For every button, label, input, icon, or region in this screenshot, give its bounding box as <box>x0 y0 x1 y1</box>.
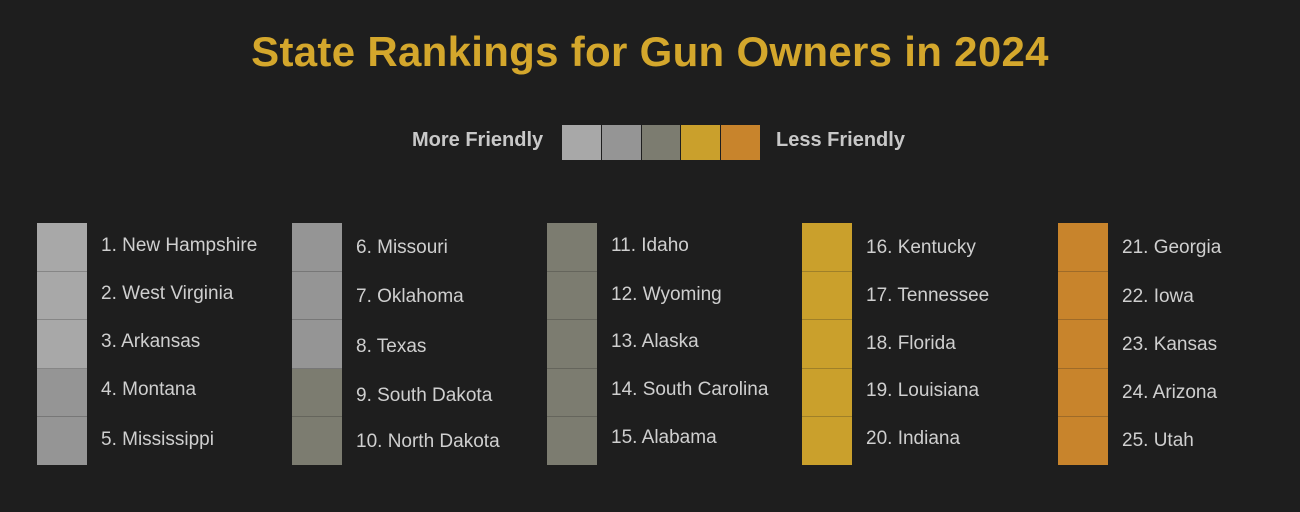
rank-color-block <box>1058 320 1108 369</box>
state-rank-label: 10. North Dakota <box>356 431 500 452</box>
rank-color-block <box>37 271 87 321</box>
state-rank-label: 13. Alaska <box>611 331 699 352</box>
rank-color-block <box>547 223 597 272</box>
legend-swatch-1 <box>562 125 602 160</box>
legend-color-scale <box>562 125 760 160</box>
rank-color-block <box>547 271 597 321</box>
state-rank-label: 3. Arkansas <box>101 331 201 352</box>
state-rank-label: 11. Idaho <box>611 235 689 256</box>
rank-color-block <box>802 368 852 418</box>
rank-color-block <box>1058 223 1108 272</box>
state-rank-label: 4. Montana <box>101 379 197 400</box>
state-rank-label: 19. Louisiana <box>866 380 980 401</box>
chart-title: State Rankings for Gun Owners in 2024 <box>251 28 1049 75</box>
rank-color-block <box>802 223 852 272</box>
legend-swatch-5 <box>721 125 760 160</box>
color-block-stack <box>37 223 87 465</box>
rank-color-block <box>802 320 852 369</box>
color-block-stack <box>292 223 342 465</box>
rank-color-block <box>1058 368 1108 418</box>
state-rank-label: 14. South Carolina <box>611 379 769 400</box>
state-rank-label: 22. Iowa <box>1122 286 1194 307</box>
state-rank-label: 18. Florida <box>866 333 956 354</box>
state-rank-label: 12. Wyoming <box>611 284 722 305</box>
state-rank-label: 23. Kansas <box>1122 334 1218 355</box>
color-block-stack <box>802 223 852 465</box>
state-rank-label: 1. New Hampshire <box>101 235 258 256</box>
rank-color-block <box>37 417 87 465</box>
state-rank-label: 8. Texas <box>356 336 427 357</box>
state-rank-label: 2. West Virginia <box>101 283 234 304</box>
legend-less-friendly-label: Less Friendly <box>776 129 905 151</box>
legend-swatch-4 <box>681 125 722 160</box>
rank-color-block <box>802 271 852 321</box>
rank-color-block <box>1058 271 1108 321</box>
state-rank-label: 24. Arizona <box>1122 382 1218 403</box>
state-rank-label: 15. Alabama <box>611 427 717 448</box>
legend-swatch-3 <box>641 125 682 160</box>
rank-color-block <box>37 320 87 369</box>
rank-color-block <box>292 271 342 321</box>
state-rank-label: 16. Kentucky <box>866 237 976 258</box>
state-rank-label: 21. Georgia <box>1122 237 1222 258</box>
rank-color-block <box>802 417 852 465</box>
rank-color-block <box>547 368 597 418</box>
rank-color-block <box>547 320 597 369</box>
state-rank-label: 17. Tennessee <box>866 285 990 306</box>
color-block-stack <box>547 223 597 465</box>
legend-swatch-2 <box>601 125 642 160</box>
rank-color-block <box>547 417 597 465</box>
state-rank-label: 6. Missouri <box>356 237 448 258</box>
rank-color-block <box>1058 417 1108 465</box>
state-rank-label: 9. South Dakota <box>356 385 493 406</box>
rank-color-block <box>292 417 342 465</box>
rank-color-block <box>37 368 87 418</box>
rank-color-block <box>37 223 87 272</box>
rank-color-block <box>292 223 342 272</box>
state-rank-label: 7. Oklahoma <box>356 286 464 307</box>
rank-color-block <box>292 320 342 369</box>
color-block-stack <box>1058 223 1108 465</box>
legend-more-friendly-label: More Friendly <box>412 129 544 151</box>
rank-color-block <box>292 368 342 418</box>
state-rank-label: 5. Mississippi <box>101 429 214 450</box>
state-rank-label: 20. Indiana <box>866 428 961 449</box>
state-rank-label: 25. Utah <box>1122 430 1194 451</box>
